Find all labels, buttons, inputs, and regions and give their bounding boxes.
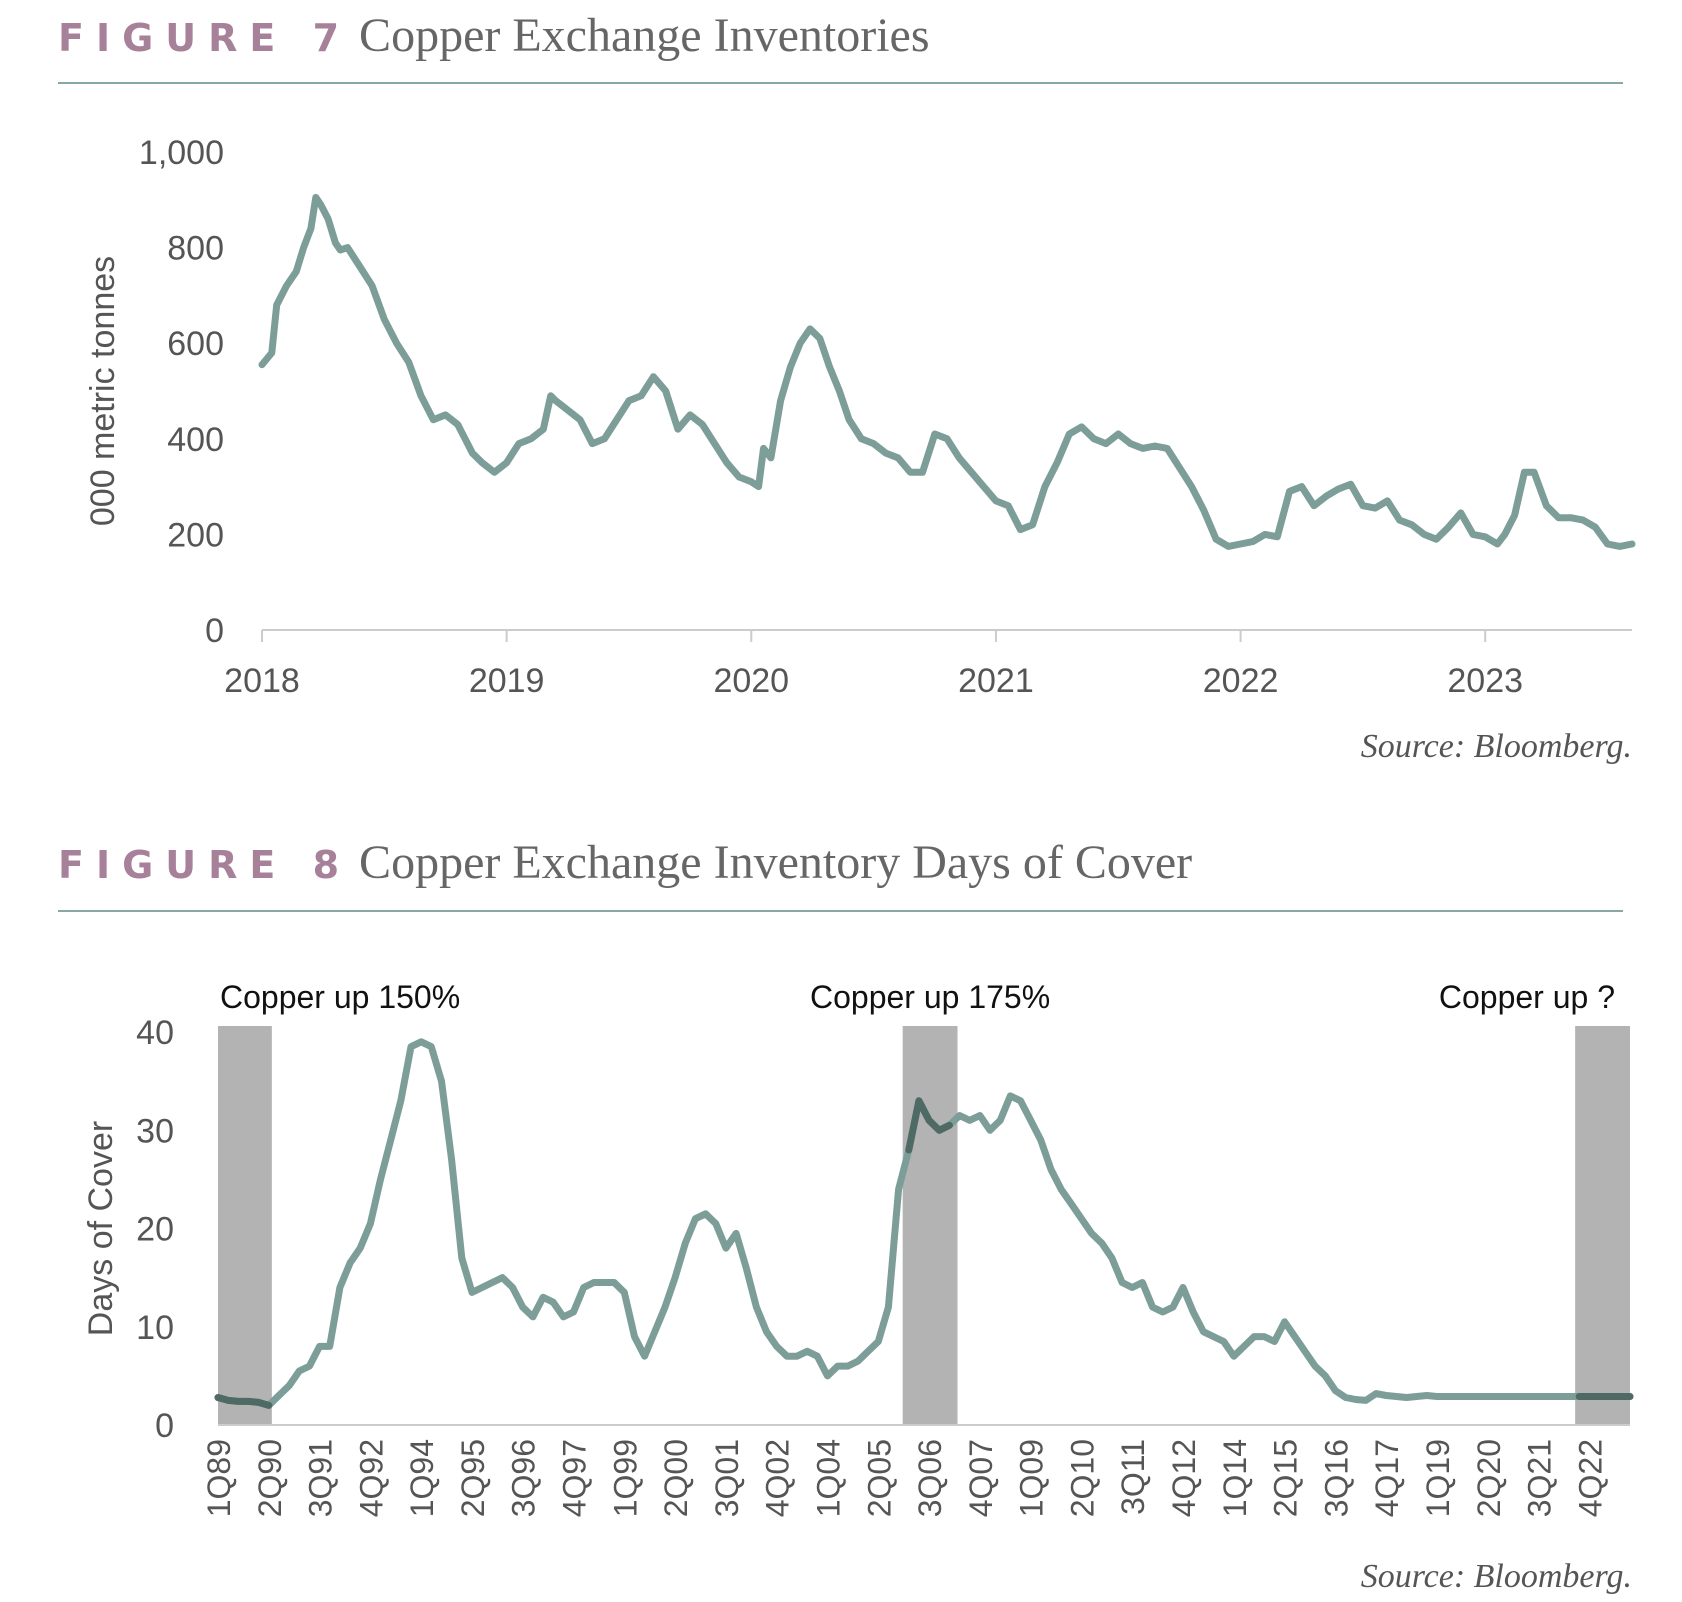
x-tick-label: 1Q94 xyxy=(404,1439,440,1517)
x-tick-label: 1Q14 xyxy=(1217,1439,1253,1517)
x-tick-label: 2019 xyxy=(469,662,545,700)
x-tick-label: 3Q91 xyxy=(303,1439,339,1517)
x-tick-label: 3Q96 xyxy=(506,1439,542,1517)
x-tick-label: 1Q19 xyxy=(1420,1439,1456,1517)
figure-8-header: FIGURE 8 Copper Exchange Inventory Days … xyxy=(58,835,1618,890)
y-tick-label: 40 xyxy=(136,1014,174,1052)
x-tick-label: 1Q89 xyxy=(201,1439,237,1517)
x-tick-label: 2022 xyxy=(1203,662,1279,700)
y-axis-title: 000 metric tonnes xyxy=(84,256,122,526)
y-tick-label: 0 xyxy=(205,612,224,650)
x-tick-label: 1Q99 xyxy=(607,1439,643,1517)
x-tick-label: 2018 xyxy=(224,662,300,700)
x-tick-label: 2Q20 xyxy=(1471,1439,1507,1517)
shaded-region xyxy=(218,1026,272,1425)
x-tick-label: 2Q15 xyxy=(1268,1439,1304,1517)
x-tick-label: 2021 xyxy=(958,662,1034,700)
x-tick-label: 4Q02 xyxy=(760,1439,796,1517)
shaded-region xyxy=(1575,1026,1630,1425)
y-axis-title: Days of Cover xyxy=(82,1121,120,1336)
figure-7-source: Source: Bloomberg. xyxy=(1360,728,1632,765)
x-tick-label: 2Q90 xyxy=(252,1439,288,1517)
x-tick-label: 4Q22 xyxy=(1572,1439,1608,1517)
figure-8-rule xyxy=(58,910,1623,912)
y-tick-label: 200 xyxy=(167,516,224,554)
figure-8-source: Source: Bloomberg. xyxy=(1360,1558,1632,1595)
y-tick-label: 800 xyxy=(167,230,224,268)
x-tick-label: 2Q10 xyxy=(1064,1439,1100,1517)
x-tick-label: 4Q92 xyxy=(353,1439,389,1517)
x-tick-label: 2Q05 xyxy=(861,1439,897,1517)
x-tick-label: 1Q04 xyxy=(810,1439,846,1517)
y-tick-label: 20 xyxy=(136,1211,174,1249)
days-of-cover-chart: Copper up 150% Copper up 175% Copper up ? 0… xyxy=(82,979,1634,1517)
figure-7-rule xyxy=(58,82,1623,84)
x-tick-label: 4Q07 xyxy=(963,1439,999,1517)
x-tick-label: 2020 xyxy=(713,662,789,700)
inventories-chart: 0 200 400 600 800 1,000 2018 2019 2020 2021 2022 20… xyxy=(84,134,1636,700)
y-tick-label: 600 xyxy=(167,325,224,363)
shaded-region xyxy=(902,1026,958,1425)
x-tick-label: 3Q06 xyxy=(912,1439,948,1517)
x-tick-label: 2Q95 xyxy=(455,1439,491,1517)
x-tick-label: 2Q00 xyxy=(658,1439,694,1517)
x-tick-label: 4Q17 xyxy=(1369,1439,1405,1517)
x-tick-label: 1Q09 xyxy=(1014,1439,1050,1517)
region-annotation: Copper up 150% xyxy=(220,979,460,1015)
series-line-in-region xyxy=(905,1097,953,1154)
y-tick-label: 1,000 xyxy=(139,134,224,172)
inventory-series-line xyxy=(258,193,1636,550)
x-tick-label: 3Q11 xyxy=(1115,1439,1151,1515)
y-tick-label: 10 xyxy=(136,1309,174,1347)
region-annotation: Copper up 175% xyxy=(810,979,1050,1015)
figure-8-title: Copper Exchange Inventory Days of Cover xyxy=(359,836,1193,889)
x-tick-label: 3Q21 xyxy=(1522,1439,1558,1517)
y-tick-label: 0 xyxy=(155,1407,174,1445)
figure-8-label: FIGURE 8 xyxy=(58,843,352,887)
series-line-in-region xyxy=(214,1394,273,1409)
x-tick-label: 4Q97 xyxy=(557,1439,593,1517)
figure-7-title: Copper Exchange Inventories xyxy=(359,9,930,62)
y-tick-label: 400 xyxy=(167,421,224,459)
region-annotation: Copper up ? xyxy=(1439,979,1615,1015)
x-tick-label: 3Q16 xyxy=(1318,1439,1354,1517)
figure-7-label: FIGURE 7 xyxy=(58,16,352,60)
x-tick-label: 2023 xyxy=(1447,662,1523,700)
y-tick-label: 30 xyxy=(136,1112,174,1150)
figure-7-header: FIGURE 7 Copper Exchange Inventories xyxy=(58,8,1618,63)
x-tick-label: 3Q01 xyxy=(709,1439,745,1517)
x-tick-label: 4Q12 xyxy=(1166,1439,1202,1517)
